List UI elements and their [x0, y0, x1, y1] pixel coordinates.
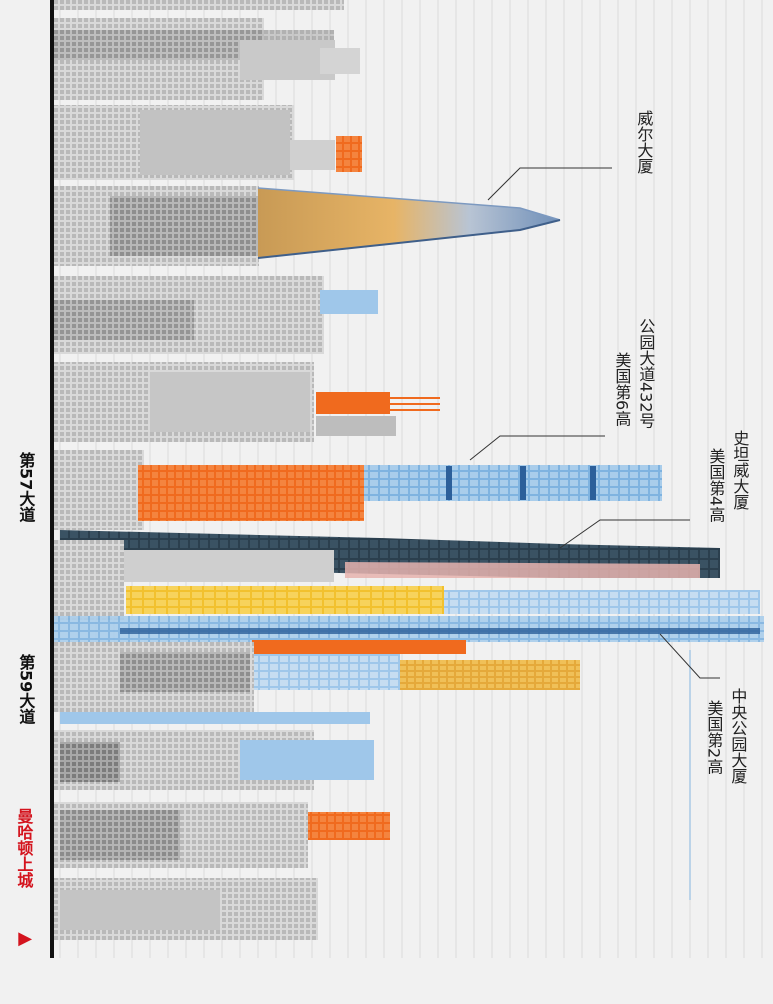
label-wells-building: 威尔大厦	[634, 110, 654, 174]
label-street-57: 第57大道	[16, 452, 36, 523]
centralpark-leader-line	[659, 633, 720, 679]
uptown-arrow-icon: ▶	[14, 928, 36, 949]
park432-leader-line	[469, 435, 605, 461]
label-park-avenue-432-name: 公园大道432号	[636, 318, 656, 429]
label-park-avenue-432-rank: 美国第6高	[612, 352, 632, 427]
label-steinway-rank: 美国第4高	[706, 448, 726, 523]
label-central-park-rank: 美国第2高	[704, 700, 724, 775]
label-steinway-name: 史坦威大厦	[730, 430, 750, 510]
ground-line	[50, 0, 54, 958]
label-central-park-name: 中央公园大厦	[728, 688, 748, 784]
label-uptown-manhattan: 曼哈顿上城	[14, 808, 34, 888]
wells-leader-line	[487, 167, 612, 201]
label-street-59: 第59大道	[16, 654, 36, 725]
steinway-leader-line	[559, 519, 690, 549]
